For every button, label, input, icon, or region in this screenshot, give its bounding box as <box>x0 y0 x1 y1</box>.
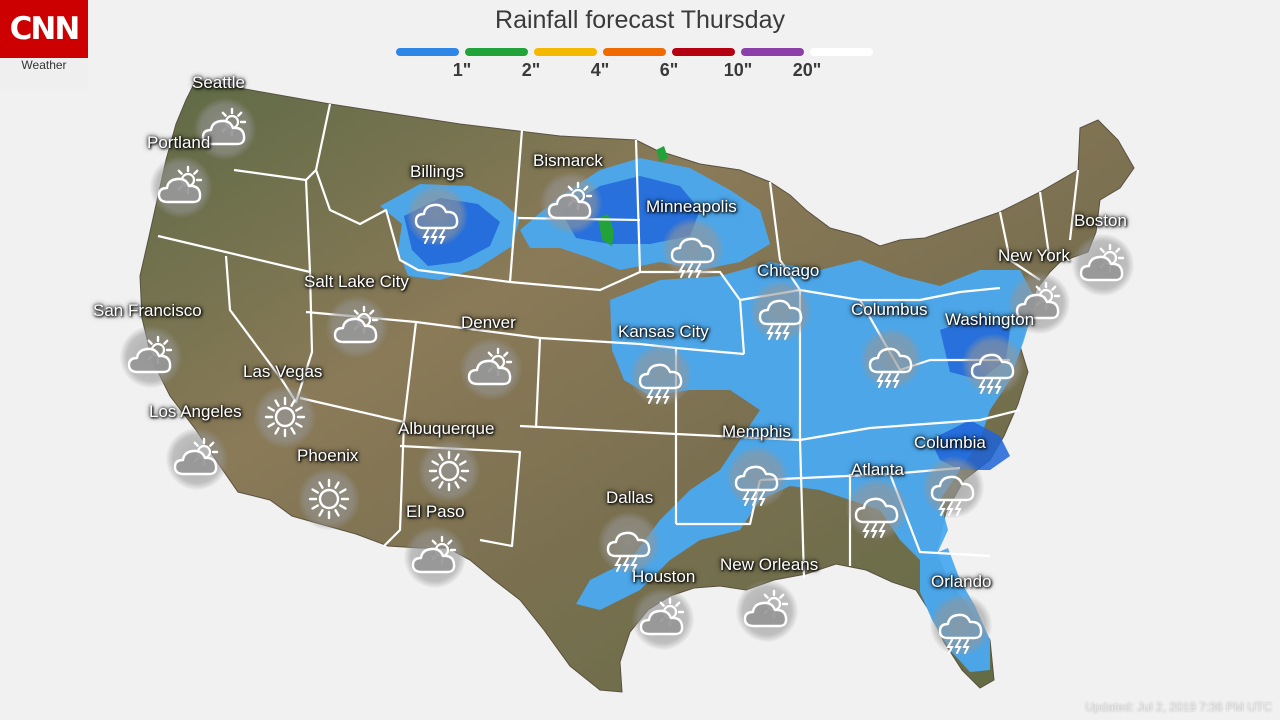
el-paso-partly-cloudy-icon <box>404 526 466 588</box>
rain-2in-spot <box>598 214 614 246</box>
city-label-houston: Houston <box>632 567 696 586</box>
legend-tick-1in: 1" <box>452 60 472 80</box>
legend-tick-6in: 6" <box>659 60 679 80</box>
legend-tick-4in: 4" <box>590 60 610 80</box>
legend-bar-orange <box>603 48 666 56</box>
legend-tick-10in: 10" <box>723 60 753 80</box>
city-label-minneapolis: Minneapolis <box>646 197 737 216</box>
legend-tick-2in: 2" <box>521 60 541 80</box>
san-francisco-partly-cloudy-icon <box>120 326 182 388</box>
las-vegas-sunny-icon <box>254 386 316 448</box>
rain-2in-spot-north <box>656 146 668 162</box>
los-angeles-partly-cloudy-icon <box>166 428 228 490</box>
city-label-chicago: Chicago <box>757 261 820 280</box>
legend-bar-yellow <box>534 48 597 56</box>
denver-partly-cloudy-icon <box>460 338 522 400</box>
seattle-partly-cloudy-icon <box>194 98 256 160</box>
cnn-logo-text: CNN <box>0 0 88 58</box>
albuquerque-sunny-icon <box>418 440 480 502</box>
weather-label: Weather <box>21 58 67 72</box>
city-label-new-york: New York <box>998 246 1070 265</box>
legend-bar-white <box>810 48 873 56</box>
portland-partly-cloudy-icon <box>150 156 212 218</box>
city-label-san-francisco: San Francisco <box>93 301 202 320</box>
map-title: Rainfall forecast Thursday <box>495 6 785 34</box>
city-label-billings: Billings <box>410 162 464 181</box>
atlanta-thunderstorm-icon <box>846 478 908 540</box>
city-label-portland: Portland <box>147 133 211 152</box>
columbus-thunderstorm-icon <box>860 328 922 390</box>
city-label-denver: Denver <box>461 313 516 332</box>
city-label-washington: Washington <box>945 310 1035 329</box>
legend-bar-purple <box>741 48 804 56</box>
dallas-thunderstorm-icon <box>598 512 660 574</box>
city-label-orlando: Orlando <box>931 572 992 591</box>
billings-thunderstorm-icon <box>406 184 468 246</box>
orlando-thunderstorm-icon <box>930 594 992 656</box>
kansas-city-thunderstorm-icon <box>630 344 692 406</box>
city-label-albuquerque: Albuquerque <box>398 419 495 438</box>
salt-lake-city-partly-cloudy-icon <box>326 296 388 358</box>
city-label-columbia: Columbia <box>914 433 986 452</box>
legend-tick-20in: 20" <box>792 60 822 80</box>
columbia-thunderstorm-icon <box>922 456 984 518</box>
city-label-bismarck: Bismarck <box>533 151 603 170</box>
legend-bar-green <box>465 48 528 56</box>
city-label-memphis: Memphis <box>722 422 791 441</box>
boston-partly-cloudy-icon <box>1072 234 1134 296</box>
houston-partly-cloudy-icon <box>632 588 694 650</box>
legend-bar-red <box>672 48 735 56</box>
city-label-dallas: Dallas <box>606 488 654 507</box>
city-label-kansas-city: Kansas City <box>618 322 709 341</box>
phoenix-sunny-icon <box>298 468 360 530</box>
city-label-boston: Boston <box>1074 211 1127 230</box>
city-label-new-orleans: New Orleans <box>720 555 819 574</box>
washington-thunderstorm-icon <box>962 334 1024 396</box>
updated-timestamp: Updated: Jul 2, 2019 7:36 PM UTC <box>1085 700 1272 714</box>
city-label-columbus: Columbus <box>851 300 928 319</box>
city-label-los-angeles: Los Angeles <box>149 402 242 421</box>
city-label-las-vegas: Las Vegas <box>243 362 323 381</box>
city-label-phoenix: Phoenix <box>297 446 359 465</box>
legend-bar-blue <box>396 48 459 56</box>
city-label-atlanta: Atlanta <box>851 460 904 479</box>
city-label-el-paso: El Paso <box>406 502 465 521</box>
cnn-weather-logo: CNN Weather <box>0 0 88 89</box>
new-york-partly-cloudy-icon <box>1008 272 1070 334</box>
bismarck-partly-cloudy-icon <box>540 172 602 234</box>
new-orleans-partly-cloudy-icon <box>736 580 798 642</box>
rain-area-midwest <box>576 260 1036 610</box>
rainfall-legend: 1" 2" 4" 6" 10" 20" <box>396 46 876 86</box>
city-label-seattle: Seattle <box>192 73 245 92</box>
memphis-thunderstorm-icon <box>726 446 788 508</box>
chicago-thunderstorm-icon <box>750 280 812 342</box>
minneapolis-thunderstorm-icon <box>662 218 724 280</box>
city-label-salt-lake-city: Salt Lake City <box>304 272 409 291</box>
